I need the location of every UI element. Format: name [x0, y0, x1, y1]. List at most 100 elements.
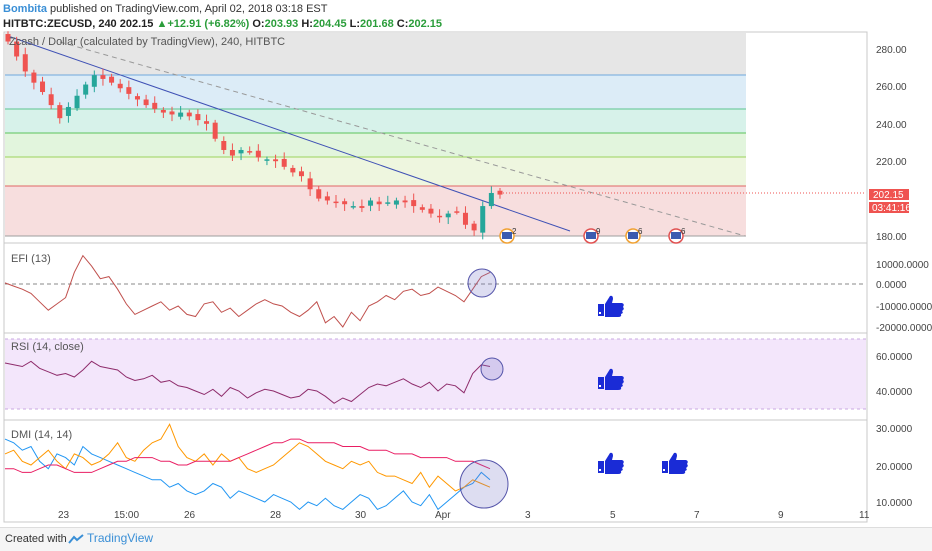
candle-body: [126, 87, 132, 94]
rsi-axis[interactable]: 60.0000 40.0000: [876, 352, 913, 398]
candle-body: [307, 178, 313, 190]
event-count: 6: [638, 227, 643, 236]
price-tag-label: 202.15: [873, 190, 904, 201]
published-text: published on TradingView.com, April 02, …: [47, 3, 328, 15]
us-flag-icon: [628, 232, 638, 239]
us-flag-icon: [586, 232, 596, 239]
rsi-pane-title: RSI (14, close): [11, 341, 84, 353]
candle-body: [100, 75, 106, 79]
candle-body: [316, 189, 322, 199]
candle-body: [385, 202, 391, 204]
efi-plot: [4, 254, 491, 328]
dmi-tick: 30.0000: [876, 424, 913, 435]
event-marker[interactable]: 9: [583, 227, 601, 244]
change-arrow-icon: ▲: [156, 18, 168, 30]
event-count: 9: [596, 227, 601, 236]
candle-body: [5, 34, 11, 42]
candle-body: [238, 149, 244, 154]
time-tick: 5: [610, 510, 616, 521]
us-flag-icon: [502, 232, 512, 239]
candle-body: [497, 190, 503, 195]
time-axis[interactable]: 23 15:00 26 28 30 Apr 3 5 7 9 11: [58, 510, 870, 521]
candle-body: [160, 109, 166, 113]
rsi-plot: [4, 360, 491, 404]
candle-body: [402, 200, 408, 203]
event-count: 2: [512, 227, 517, 236]
chart-canvas[interactable]: Zcash / Dollar (calculated by TradingVie…: [0, 0, 932, 527]
publish-info: Bombita published on TradingView.com, Ap…: [3, 2, 327, 16]
candle-body: [169, 111, 175, 115]
candle-body: [152, 102, 158, 109]
efi-tick: -10000.0000: [876, 302, 932, 313]
candle-body: [109, 76, 115, 83]
thumbs-up-group: [598, 295, 688, 474]
high-label: H:: [301, 18, 313, 30]
thumbs-up-icon: [662, 452, 688, 474]
candle-body: [437, 215, 443, 218]
efi-highlight-circle: [467, 268, 497, 298]
close-label: C:: [396, 18, 409, 30]
price-tick: 280.00: [876, 45, 907, 56]
time-tick: 15:00: [114, 510, 139, 521]
rsi-line: [4, 360, 491, 404]
close-value: 202.15: [408, 18, 443, 30]
time-tick: 26: [184, 510, 196, 521]
trend-line[interactable]: [7, 35, 571, 232]
candle-body: [298, 171, 304, 177]
author-link[interactable]: Bombita: [3, 3, 47, 15]
fib-zones: [5, 33, 746, 237]
countdown-tag: [869, 202, 909, 213]
candle-body: [195, 114, 201, 121]
open-label: O:: [252, 18, 265, 30]
candle-body: [273, 159, 279, 162]
thumbs-up-icon: [598, 368, 624, 390]
main-pane-title: Zcash / Dollar (calculated by TradingVie…: [9, 36, 285, 48]
candle-body: [488, 192, 494, 207]
price-tick: 220.00: [876, 157, 907, 168]
candle-body: [264, 159, 270, 161]
candle-body: [419, 207, 425, 210]
efi-tick: 0.0000: [876, 280, 907, 291]
candle-body: [368, 200, 374, 206]
candle-body: [229, 149, 235, 156]
event-marker[interactable]: 6: [625, 227, 643, 244]
candle-body: [471, 223, 477, 231]
time-tick: 28: [270, 510, 282, 521]
countdown-tag-label: 03:41:16: [872, 203, 911, 214]
thumbs-up-icon: [598, 452, 624, 474]
dmi-tick: 20.0000: [876, 462, 913, 473]
high-value: 204.45: [312, 18, 347, 30]
price-axis[interactable]: 280.00 260.00 240.00 220.00 180.00: [876, 45, 907, 243]
candle-body: [91, 75, 97, 87]
candle-body: [221, 141, 227, 150]
candle-body: [324, 196, 330, 201]
candle-body: [143, 99, 149, 106]
candle-body: [134, 96, 140, 100]
candle-body: [445, 213, 451, 218]
candle-body: [376, 201, 382, 205]
candle-body: [57, 105, 63, 119]
candle-body: [65, 106, 71, 116]
event-marker[interactable]: 6: [668, 227, 686, 244]
tradingview-link[interactable]: TradingView: [68, 531, 153, 545]
candle-body: [48, 94, 54, 106]
price-tick: 240.00: [876, 120, 907, 131]
dmi-highlight-circle: [459, 459, 509, 509]
efi-axis[interactable]: 10000.0000 0.0000 -10000.0000 -20000.000…: [876, 260, 932, 334]
dmi-minus-line: [4, 423, 491, 492]
candle-body: [204, 121, 210, 124]
candle-body: [117, 83, 123, 89]
candle-body: [186, 112, 192, 117]
event-marker[interactable]: 2: [499, 227, 517, 244]
candle-body: [22, 54, 28, 72]
trend-line-dashed[interactable]: [59, 41, 746, 237]
rsi-tick: 40.0000: [876, 387, 913, 398]
time-tick: Apr: [435, 510, 451, 521]
candle-body: [350, 206, 356, 208]
candle-body: [359, 206, 365, 208]
dmi-plus-line: [4, 438, 491, 511]
adx-line: [5, 438, 491, 473]
price-tick: 180.00: [876, 232, 907, 243]
dmi-axis[interactable]: 30.0000 20.0000 10.0000: [876, 424, 913, 509]
change-value: +12.91 (+6.82%): [167, 18, 250, 30]
